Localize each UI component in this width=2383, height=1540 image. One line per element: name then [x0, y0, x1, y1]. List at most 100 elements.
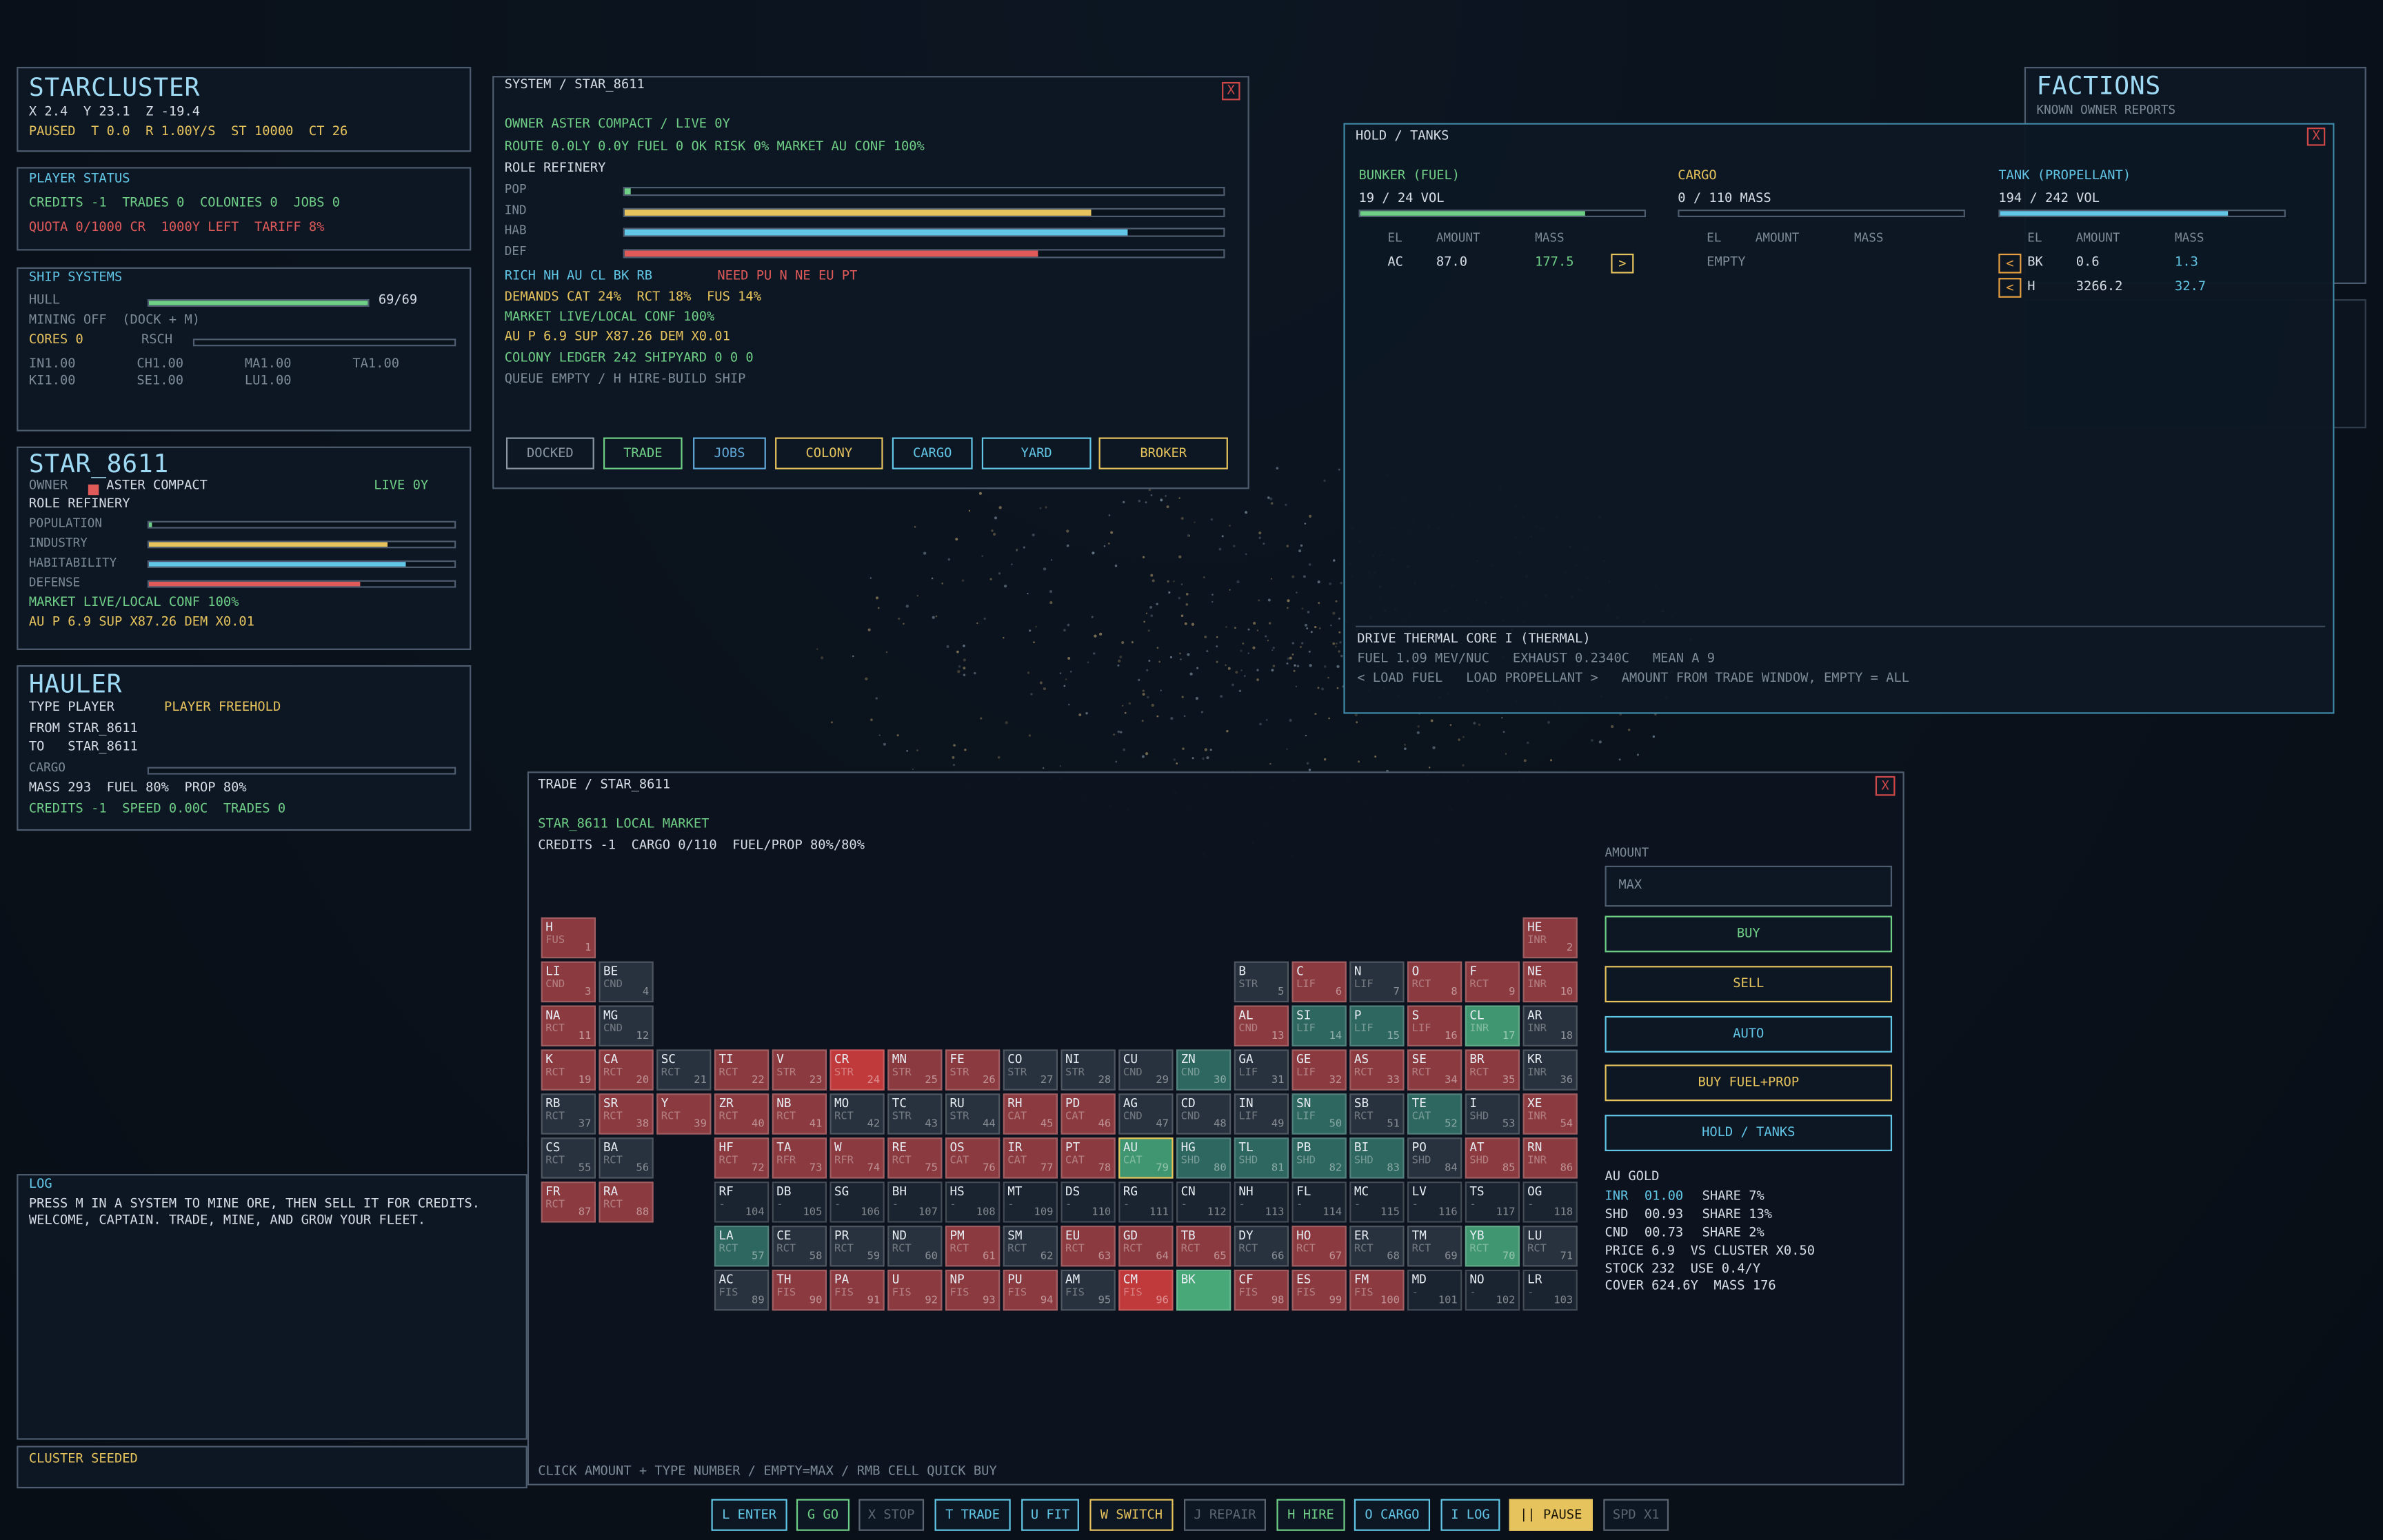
element-cell[interactable]: TM RCT 69	[1407, 1225, 1462, 1267]
button[interactable]: HOLD / TANKS	[1605, 1115, 1893, 1152]
button[interactable]: X	[1222, 81, 1240, 101]
element-cell[interactable]: HG SHD 80	[1176, 1137, 1231, 1179]
button[interactable]: BUY FUEL+PROP	[1605, 1065, 1893, 1102]
element-cell[interactable]: SG - 106	[829, 1182, 885, 1223]
element-cell[interactable]: RE RCT 75	[887, 1137, 943, 1179]
element-cell[interactable]: IN LIF 49	[1234, 1093, 1289, 1135]
element-cell[interactable]: MD - 101	[1407, 1269, 1462, 1311]
button[interactable]: T TRADE	[934, 1499, 1011, 1531]
element-cell[interactable]: SE RCT 34	[1407, 1049, 1462, 1091]
element-cell[interactable]: PB SHD 82	[1291, 1137, 1347, 1179]
element-cell[interactable]: EU RCT 63	[1060, 1225, 1116, 1267]
element-cell[interactable]: BR RCT 35	[1465, 1049, 1520, 1091]
element-cell[interactable]: AL CND 13	[1234, 1005, 1289, 1046]
element-cell[interactable]: SC RCT 21	[656, 1049, 712, 1091]
element-cell[interactable]: MN STR 25	[887, 1049, 943, 1091]
element-cell[interactable]: YB RCT 70	[1465, 1225, 1520, 1267]
element-cell[interactable]: TI RCT 22	[714, 1049, 770, 1091]
element-cell[interactable]: PD CAT 46	[1060, 1093, 1116, 1135]
button[interactable]: CARGO	[892, 437, 973, 469]
element-cell[interactable]: RH CAT 45	[1003, 1093, 1058, 1135]
element-cell[interactable]: CF FIS 98	[1234, 1269, 1289, 1311]
element-cell[interactable]: AC FIS 89	[714, 1269, 770, 1311]
element-cell[interactable]: TB RCT 65	[1176, 1225, 1231, 1267]
button[interactable]: H HIRE	[1276, 1499, 1345, 1531]
element-cell[interactable]: K RCT 19	[541, 1049, 596, 1091]
element-cell[interactable]: MT - 109	[1003, 1182, 1058, 1223]
element-cell[interactable]: BA RCT 56	[599, 1137, 654, 1179]
element-cell[interactable]: CD CND 48	[1176, 1093, 1231, 1135]
element-cell[interactable]: CR STR 24	[829, 1049, 885, 1091]
element-cell[interactable]: TL SHD 81	[1234, 1137, 1289, 1179]
element-cell[interactable]: FE STR 26	[945, 1049, 1001, 1091]
element-cell[interactable]: PM RCT 61	[945, 1225, 1001, 1267]
element-cell[interactable]: V STR 23	[772, 1049, 827, 1091]
element-cell[interactable]: CL INR 17	[1465, 1005, 1520, 1046]
element-cell[interactable]: SN LIF 50	[1291, 1093, 1347, 1135]
element-cell[interactable]: FL - 114	[1291, 1182, 1347, 1223]
element-cell[interactable]: TA RFR 73	[772, 1137, 827, 1179]
button[interactable]: BROKER	[1098, 437, 1228, 469]
element-cell[interactable]: BK	[1176, 1269, 1231, 1311]
element-cell[interactable]: P LIF 15	[1349, 1005, 1405, 1046]
element-cell[interactable]: NO - 102	[1465, 1269, 1520, 1311]
element-cell[interactable]: SM RCT 62	[1003, 1225, 1058, 1267]
amount-input[interactable]	[1605, 865, 1893, 907]
element-cell[interactable]: N LIF 7	[1349, 961, 1405, 1003]
element-cell[interactable]: GE LIF 32	[1291, 1049, 1347, 1091]
element-cell[interactable]: FR RCT 87	[541, 1182, 596, 1223]
element-cell[interactable]: RN INR 86	[1522, 1137, 1578, 1179]
element-cell[interactable]: ND RCT 60	[887, 1225, 943, 1267]
button[interactable]: AUTO	[1605, 1015, 1893, 1052]
element-cell[interactable]: IR CAT 77	[1003, 1137, 1058, 1179]
element-cell[interactable]: RU STR 44	[945, 1093, 1001, 1135]
element-cell[interactable]: LI CND 3	[541, 961, 596, 1003]
element-cell[interactable]: NA RCT 11	[541, 1005, 596, 1046]
element-cell[interactable]: CO STR 27	[1003, 1049, 1058, 1091]
element-cell[interactable]: AT SHD 85	[1465, 1137, 1520, 1179]
element-cell[interactable]: SI LIF 14	[1291, 1005, 1347, 1046]
element-cell[interactable]: W RFR 74	[829, 1137, 885, 1179]
button[interactable]: SELL	[1605, 965, 1893, 1002]
element-cell[interactable]: TC STR 43	[887, 1093, 943, 1135]
element-cell[interactable]: LV - 116	[1407, 1182, 1462, 1223]
button[interactable]: SPD X1	[1603, 1499, 1669, 1531]
element-cell[interactable]: NH - 113	[1234, 1182, 1289, 1223]
element-cell[interactable]: KR INR 36	[1522, 1049, 1578, 1091]
button[interactable]: JOBS	[693, 437, 766, 469]
element-cell[interactable]: FM FIS 100	[1349, 1269, 1405, 1311]
element-cell[interactable]: PU FIS 94	[1003, 1269, 1058, 1311]
element-cell[interactable]: NP FIS 93	[945, 1269, 1001, 1311]
button[interactable]: G GO	[796, 1499, 850, 1531]
button[interactable]: X STOP	[858, 1499, 925, 1531]
element-cell[interactable]: SB RCT 51	[1349, 1093, 1405, 1135]
element-cell[interactable]: RG - 111	[1118, 1182, 1174, 1223]
element-cell[interactable]: ER RCT 68	[1349, 1225, 1405, 1267]
element-cell[interactable]: RA RCT 88	[599, 1182, 654, 1223]
button[interactable]: BUY	[1605, 915, 1893, 953]
element-cell[interactable]: BI SHD 83	[1349, 1137, 1405, 1179]
element-cell[interactable]: PR RCT 59	[829, 1225, 885, 1267]
element-cell[interactable]: DY RCT 66	[1234, 1225, 1289, 1267]
element-cell[interactable]: O RCT 8	[1407, 961, 1462, 1003]
element-cell[interactable]: PO SHD 84	[1407, 1137, 1462, 1179]
element-cell[interactable]: LU RCT 71	[1522, 1225, 1578, 1267]
element-cell[interactable]: BH - 107	[887, 1182, 943, 1223]
element-cell[interactable]: ZR RCT 40	[714, 1093, 770, 1135]
element-cell[interactable]: AR INR 18	[1522, 1005, 1578, 1046]
element-cell[interactable]: CS RCT 55	[541, 1137, 596, 1179]
element-cell[interactable]: TS - 117	[1465, 1182, 1520, 1223]
button[interactable]: >	[1611, 253, 1634, 274]
button[interactable]: O CARGO	[1354, 1499, 1431, 1531]
button[interactable]: U FIT	[1021, 1499, 1079, 1531]
element-cell[interactable]: DB - 105	[772, 1182, 827, 1223]
element-cell[interactable]: XE INR 54	[1522, 1093, 1578, 1135]
element-cell[interactable]: AM FIS 95	[1060, 1269, 1116, 1311]
element-cell[interactable]: SR RCT 38	[599, 1093, 654, 1135]
element-cell[interactable]: U FIS 92	[887, 1269, 943, 1311]
element-cell[interactable]: GA LIF 31	[1234, 1049, 1289, 1091]
element-cell[interactable]: HE INR 2	[1522, 917, 1578, 959]
element-cell[interactable]: AG CND 47	[1118, 1093, 1174, 1135]
button[interactable]: W SWITCH	[1089, 1499, 1174, 1531]
element-cell[interactable]: RF - 104	[714, 1182, 770, 1223]
